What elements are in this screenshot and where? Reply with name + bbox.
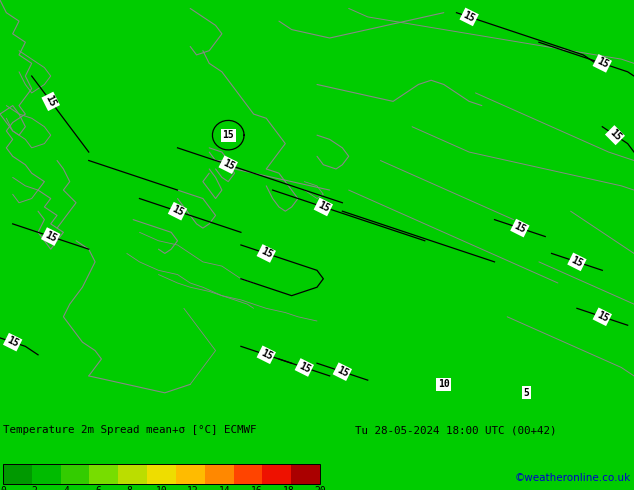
Bar [147,464,176,484]
Text: 15: 15 [512,221,527,235]
Text: ©weatheronline.co.uk: ©weatheronline.co.uk [515,473,631,483]
Text: 5: 5 [523,388,529,398]
Text: 15: 15 [297,360,312,374]
Bar [262,464,291,484]
Text: 20: 20 [314,486,326,490]
Bar [3,464,320,484]
Text: 15: 15 [170,204,185,218]
Text: 15: 15 [43,229,58,244]
Text: 10: 10 [155,486,167,490]
Bar [61,464,89,484]
Bar [32,464,61,484]
Text: 12: 12 [187,486,199,490]
Text: 6: 6 [95,486,101,490]
Text: 2: 2 [32,486,37,490]
Text: Tu 28-05-2024 18:00 UTC (00+42): Tu 28-05-2024 18:00 UTC (00+42) [355,425,557,436]
Text: 15: 15 [595,56,610,71]
Bar [89,464,119,484]
Text: 15: 15 [223,130,234,140]
Text: 15: 15 [595,310,610,324]
Text: 10: 10 [438,379,450,390]
Text: 15: 15 [44,94,58,109]
Text: 18: 18 [282,486,294,490]
Text: 15: 15 [316,200,331,214]
Text: 15: 15 [221,158,236,172]
Bar [176,464,205,484]
Bar [119,464,147,484]
Text: 15: 15 [569,255,585,269]
Bar [233,464,262,484]
Text: 15: 15 [462,10,477,24]
Text: 15: 15 [335,365,350,379]
Bar [291,464,320,484]
Text: 16: 16 [250,486,262,490]
Bar [205,464,233,484]
Text: 0: 0 [0,486,6,490]
Bar [3,464,32,484]
Text: 15: 15 [5,335,20,349]
Text: 15: 15 [607,127,623,143]
Text: Temperature 2m Spread mean+σ [°C] ECMWF: Temperature 2m Spread mean+σ [°C] ECMWF [3,425,257,436]
Text: 15: 15 [259,348,274,362]
Text: 15: 15 [259,246,274,261]
Text: 4: 4 [63,486,69,490]
Text: 8: 8 [127,486,133,490]
Text: 14: 14 [219,486,231,490]
